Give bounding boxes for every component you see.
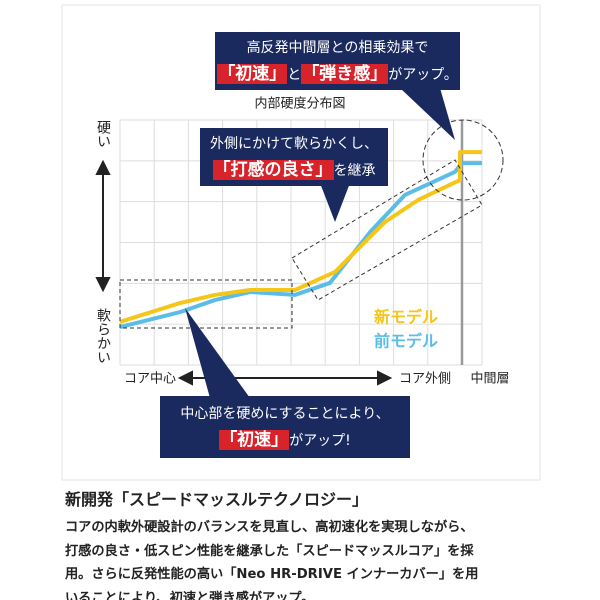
body-line: 用。さらに反発性能の高い「Neo HR-DRIVE インナーカバー」を用: [65, 567, 479, 582]
highlight: 「打感の良さ」: [212, 160, 334, 180]
x-label: コア外側: [399, 372, 451, 387]
series-line: [119, 161, 482, 329]
plot: [119, 150, 482, 329]
y-label-top: 硬い: [95, 120, 111, 148]
callout-text: 高反発中間層との相乗効果で: [246, 40, 429, 56]
x-label: コア中心: [124, 372, 176, 387]
callout-line: 高反発中間層との相乗効果で: [215, 35, 460, 61]
callout-line: 「初速」がアップ!: [160, 427, 410, 454]
description: 新開発「スピードマッスルテクノロジー」 コアの内軟外硬設計のバランスを見直し、高…: [65, 486, 595, 600]
callout: 中心部を硬めにすることにより、「初速」がアップ!: [160, 401, 410, 454]
heading: 新開発「スピードマッスルテクノロジー」: [65, 490, 369, 509]
body-line: いることにより、初速と弾き感がアップ。: [65, 590, 315, 600]
chart: 内部硬度分布図 硬い 軟らかい コア中心 コア外側 中間層 前モデル 新モデル: [61, 4, 541, 481]
body-line: 打感の良さ・低スピン性能を継承した「スピードマッスルコア」を採: [65, 543, 474, 559]
callout-line: 「打感の良さ」を継承: [200, 157, 388, 184]
body-line: コアの内軟外硬設計のバランスを見直し、高初速化を実現しながら、: [65, 520, 474, 535]
dashed-box: [291, 159, 483, 301]
callout-text: 外側にかけて軟らかくし、: [210, 136, 378, 152]
highlight: 「弾き感」: [301, 64, 389, 84]
callout-text: を継承: [333, 163, 376, 179]
callout-text: がアップ!: [289, 433, 351, 449]
callout-line: 「初速」と「弾き感」がアップ。: [215, 61, 460, 88]
callout-line: 外側にかけて軟らかくし、: [200, 131, 388, 157]
highlight: 「初速」: [219, 430, 290, 450]
chart-title: 内部硬度分布図: [254, 96, 345, 112]
x-label: 中間層: [470, 372, 509, 387]
callout-line: 中心部を硬めにすることにより、: [160, 401, 410, 427]
series-line: [119, 150, 482, 324]
dashed-circle: [422, 119, 504, 201]
legend-label: 新モデル: [374, 308, 438, 327]
callout: 高反発中間層との相乗効果で「初速」と「弾き感」がアップ。: [215, 35, 460, 88]
axis-arrows: [95, 159, 393, 386]
y-label-bottom: 軟らかい: [95, 308, 111, 364]
callout-pointers: [185, 88, 455, 398]
callout: 外側にかけて軟らかくし、「打感の良さ」を継承: [200, 131, 388, 184]
legend-label: 前モデル: [374, 332, 438, 351]
highlight: 「初速」: [217, 64, 288, 84]
frame: [61, 4, 541, 481]
callout-text: と: [287, 67, 302, 83]
callout-text: がアップ。: [388, 67, 458, 83]
callout-text: 中心部を硬めにすることにより、: [180, 406, 390, 422]
dashed-box: [119, 279, 293, 329]
